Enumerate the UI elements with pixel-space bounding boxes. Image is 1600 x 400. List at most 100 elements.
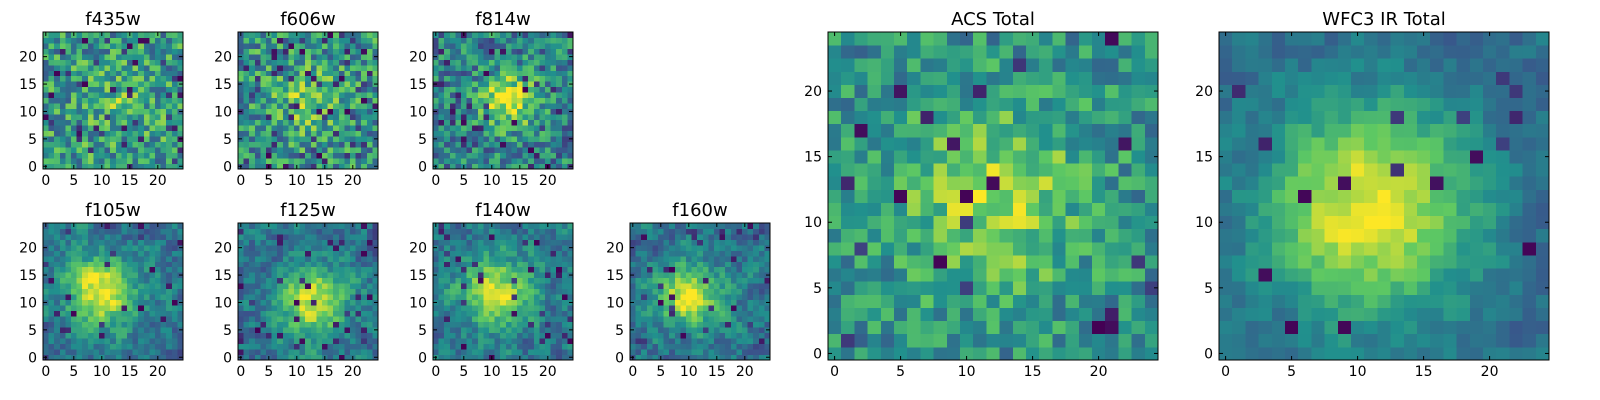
heatmap-cell	[361, 239, 368, 246]
heatmap-cell	[500, 32, 507, 38]
heatmap-cell	[483, 288, 490, 295]
heatmap-cell	[160, 75, 167, 82]
heatmap-cell	[539, 86, 546, 93]
heatmap-cell	[333, 310, 340, 317]
heatmap-cell	[282, 32, 289, 38]
heatmap-cell	[138, 70, 145, 77]
heatmap-cell	[271, 228, 278, 235]
heatmap-cell	[305, 305, 312, 312]
heatmap-cell	[299, 272, 306, 279]
heatmap-cell	[121, 114, 128, 121]
heatmap-cell	[545, 147, 551, 153]
heatmap-cell	[138, 147, 145, 153]
heatmap-cell	[99, 37, 105, 44]
heatmap-cell	[697, 327, 704, 333]
heatmap-cell	[282, 152, 289, 159]
heatmap-cell	[299, 299, 306, 306]
heatmap-cell	[708, 354, 715, 361]
heatmap-cell	[550, 283, 557, 290]
heatmap-cell	[310, 37, 317, 44]
heatmap-cell	[282, 163, 289, 170]
heatmap-cell	[533, 299, 540, 306]
heatmap-cell	[828, 281, 842, 295]
heatmap-cell	[355, 114, 362, 121]
heatmap-cell	[533, 283, 540, 290]
heatmap-cell	[920, 163, 934, 177]
heatmap-cell	[171, 255, 178, 262]
heatmap-cell	[500, 125, 507, 132]
heatmap-cell	[1105, 215, 1119, 230]
heatmap-cell	[344, 261, 351, 268]
heatmap-cell	[54, 277, 61, 284]
heatmap-cell	[511, 119, 518, 126]
heatmap-cell	[344, 163, 351, 170]
heatmap-cell	[294, 327, 300, 333]
heatmap-cell	[155, 114, 161, 121]
x-tick-label: 10	[288, 173, 306, 189]
heatmap-cell	[327, 294, 334, 301]
heatmap-cell	[238, 316, 244, 323]
heatmap-cell	[567, 349, 574, 355]
heatmap-cell	[742, 299, 748, 306]
heatmap-cell	[472, 294, 479, 301]
heatmap-cell	[854, 320, 868, 335]
heatmap-cell	[171, 244, 178, 251]
heatmap-cell	[260, 266, 267, 273]
heatmap-cell	[266, 255, 272, 262]
heatmap-cell	[567, 266, 574, 273]
heatmap-cell	[110, 81, 117, 88]
heatmap-cell	[155, 64, 161, 71]
heatmap-cell	[438, 53, 445, 60]
heatmap-cell	[933, 268, 948, 282]
heatmap-cell	[960, 333, 974, 348]
heatmap-cell	[243, 136, 250, 142]
heatmap-cell	[674, 239, 681, 246]
heatmap-cell	[138, 338, 145, 344]
heatmap-cell	[528, 136, 535, 142]
heatmap-cell	[730, 316, 737, 323]
heatmap-cell	[249, 147, 256, 153]
heatmap-cell	[444, 321, 451, 328]
heatmap-cell	[500, 354, 507, 361]
heatmap-cell	[686, 277, 692, 284]
heatmap-cell	[489, 283, 495, 290]
heatmap-cell	[472, 283, 479, 290]
heatmap-cell	[110, 266, 117, 273]
heatmap-cell	[686, 299, 692, 306]
heatmap-cell	[477, 233, 484, 240]
heatmap-cell	[556, 92, 563, 99]
heatmap-cell	[59, 130, 66, 137]
heatmap-cell	[528, 158, 535, 164]
heatmap-cell	[714, 316, 720, 323]
heatmap-cell	[680, 327, 687, 333]
heatmap-cell	[277, 108, 284, 115]
heatmap-cell	[149, 310, 156, 317]
x-tick-label: 0	[41, 364, 50, 380]
heatmap-cell	[505, 42, 512, 49]
heatmap-cell	[477, 321, 484, 328]
heatmap-cell	[338, 86, 345, 93]
heatmap-cell	[121, 158, 128, 164]
heatmap-cell	[736, 255, 743, 262]
heatmap-cell	[466, 228, 473, 235]
heatmap-cell	[894, 241, 908, 256]
heatmap-cell	[65, 244, 72, 251]
heatmap-cell	[561, 343, 568, 350]
heatmap-cell	[725, 294, 732, 301]
heatmap-cell	[138, 130, 145, 137]
heatmap-cell	[472, 255, 479, 262]
heatmap-cell	[299, 59, 306, 66]
heatmap-cell	[477, 305, 484, 312]
heatmap-cell	[355, 75, 362, 82]
heatmap-cell	[511, 354, 518, 361]
heatmap-cell	[758, 261, 765, 268]
heatmap-cell	[299, 48, 306, 55]
heatmap-cell	[736, 223, 743, 229]
heatmap-cell	[71, 228, 77, 235]
heatmap-cell	[43, 152, 49, 159]
heatmap-cell	[288, 239, 295, 246]
heatmap-cell	[305, 266, 312, 273]
heatmap-cell	[539, 92, 546, 99]
heatmap-cell	[461, 299, 467, 306]
heatmap-cell	[338, 299, 345, 306]
